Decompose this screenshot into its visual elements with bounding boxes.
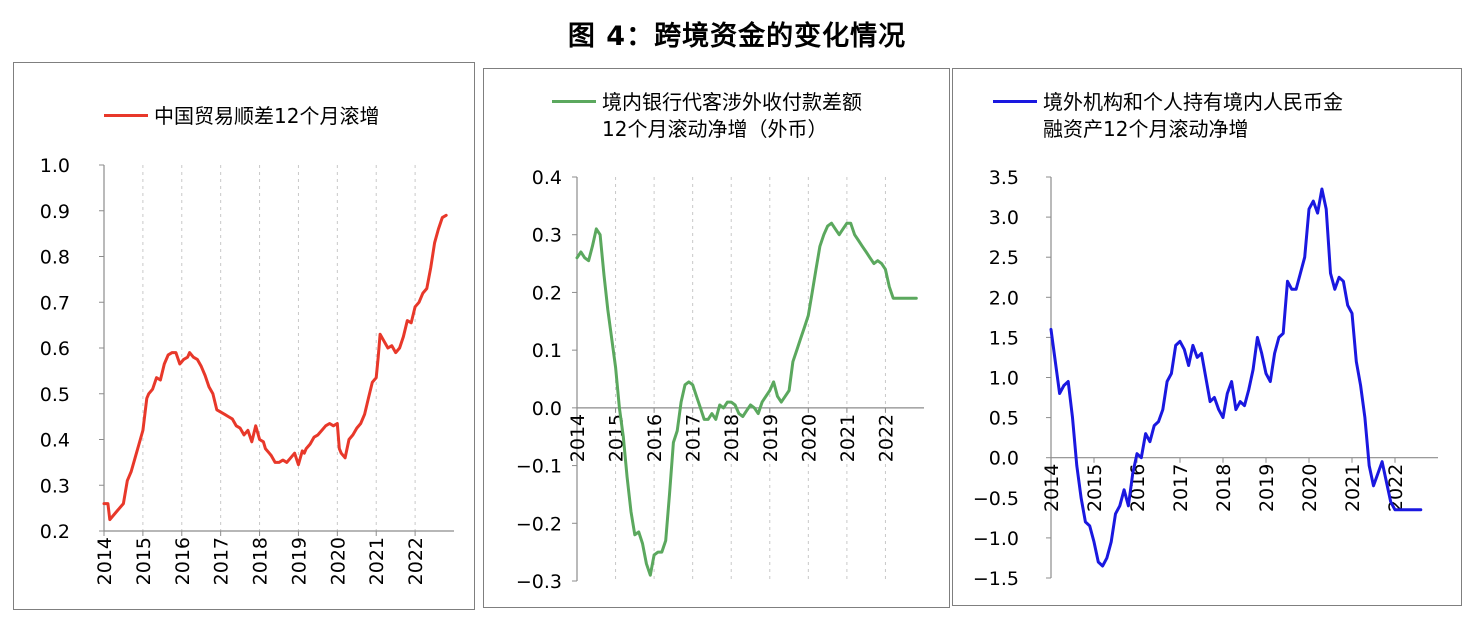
y-tick-label: 0.6 (40, 338, 70, 360)
x-tick-label: 2019 (760, 414, 782, 462)
x-tick-label: 2019 (288, 537, 310, 585)
legend: 境内银行代客涉外收付款差额 12个月滚动净增（外币） (552, 89, 862, 143)
y-tick-label: 0.5 (989, 408, 1019, 430)
y-tick-label: −1.0 (973, 528, 1019, 550)
x-tick-label: 2021 (1342, 464, 1364, 512)
x-tick-label: 2016 (172, 537, 194, 585)
y-tick-label: 0.8 (40, 247, 70, 269)
x-tick-label: 2020 (327, 537, 349, 585)
y-tick-label: 0.3 (532, 225, 562, 247)
x-tick-label: 2021 (366, 537, 388, 585)
y-tick-label: 0.2 (532, 282, 562, 304)
y-tick-label: 0.1 (532, 340, 562, 362)
y-tick-label: 1.0 (989, 368, 1019, 390)
y-tick-label: 0.4 (40, 430, 70, 452)
x-tick-label: 2018 (250, 537, 272, 585)
series-line (102, 213, 448, 522)
y-tick-label: 0.9 (40, 201, 70, 223)
legend: 境外机构和个人持有境内人民币金 融资产12个月滚动净增 (993, 89, 1343, 143)
y-tick-label: 0.0 (989, 448, 1019, 470)
y-tick-label: −0.3 (516, 571, 562, 593)
x-tick-label: 2015 (133, 537, 155, 585)
line-chart-rmb-assets: 3.5 3.0 2.5 2.0 1.5 1.0 0.5 0.0 −0.5 −1.0 −1.5 2014… (973, 167, 1438, 590)
x-tick-label: 2018 (1213, 464, 1235, 512)
x-tick-label: 2019 (1256, 464, 1278, 512)
y-tick-label: 0.4 (532, 167, 562, 189)
chart-panel-bank-settlement: 境内银行代客涉外收付款差额 12个月滚动净增（外币） 0.4 0.3 0.2 0.1 0… (483, 68, 950, 608)
y-tick-label: 0.3 (40, 475, 70, 497)
x-tick-label: 2014 (94, 537, 116, 585)
x-tick-label: 2022 (405, 537, 427, 585)
y-tick-label: 2.0 (989, 287, 1019, 309)
y-tick-label: −0.1 (516, 456, 562, 478)
y-tick-label: 1.0 (40, 155, 70, 177)
x-tick-label: 2020 (798, 414, 820, 462)
series-line (1049, 187, 1423, 568)
x-tick-label: 2014 (1041, 464, 1063, 512)
y-tick-label: −1.5 (973, 568, 1019, 590)
y-tick-label: 3.0 (989, 207, 1019, 229)
x-tick-label: 2014 (567, 414, 589, 462)
x-tick-label: 2022 (875, 414, 897, 462)
chart-panel-rmb-assets: 境外机构和个人持有境内人民币金 融资产12个月滚动净增 3.5 3.0 2.5 2.0… (952, 68, 1462, 606)
legend-swatch (552, 100, 596, 103)
y-tick-label: 0.2 (40, 521, 70, 543)
x-tick-label: 2018 (721, 414, 743, 462)
x-tick-label: 2016 (644, 414, 666, 462)
x-tick-label: 2017 (211, 537, 233, 585)
y-tick-label: −0.2 (516, 513, 562, 535)
legend-label: 境外机构和个人持有境内人民币金 融资产12个月滚动净增 (1043, 90, 1343, 141)
legend-swatch (993, 100, 1037, 103)
y-tick-label: 1.5 (989, 327, 1019, 349)
chart-panel-trade-surplus: 中国贸易顺差12个月滚增 1.0 0.9 0.8 0.7 0.6 0.5 0.4 0.3 0.2… (13, 62, 475, 610)
legend-label: 中国贸易顺差12个月滚增 (154, 104, 380, 128)
y-tick-label: 0.0 (532, 398, 562, 420)
legend-swatch (104, 114, 148, 117)
x-tick-label: 2020 (1299, 464, 1321, 512)
x-tick-label: 2017 (1170, 464, 1192, 512)
x-tick-label: 2017 (683, 414, 705, 462)
y-tick-label: 2.5 (989, 247, 1019, 269)
figure-title: 图 4：跨境资金的变化情况 (567, 21, 907, 52)
line-chart-trade-surplus: 1.0 0.9 0.8 0.7 0.6 0.5 0.4 0.3 0.2 2014 2015 2016 2… (40, 155, 454, 585)
x-tick-label: 2015 (1084, 464, 1106, 512)
y-tick-label: 0.7 (40, 292, 70, 314)
series-line (575, 221, 918, 577)
legend-label: 境内银行代客涉外收付款差额 12个月滚动净增（外币） (602, 90, 862, 141)
y-tick-label: 0.5 (40, 384, 70, 406)
legend: 中国贸易顺差12个月滚增 (104, 103, 379, 130)
y-tick-label: −0.5 (973, 488, 1019, 510)
x-tick-label: 2021 (837, 414, 859, 462)
y-tick-label: 3.5 (989, 167, 1019, 189)
